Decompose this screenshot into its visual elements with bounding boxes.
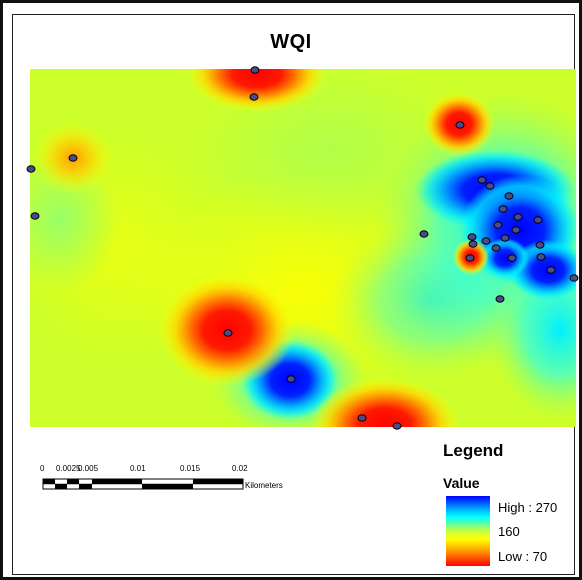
sample-point [500, 234, 510, 242]
scale-bar [42, 478, 244, 490]
sample-point [535, 241, 545, 249]
sample-point [223, 329, 233, 337]
sample-point [504, 192, 514, 200]
scale-tick-label: 0.005 [78, 464, 99, 473]
sample-point [250, 66, 260, 74]
legend-title: Legend [443, 441, 504, 460]
sample-point [495, 295, 505, 303]
sample-point [419, 230, 429, 238]
legend-low-label: Low : 70 [498, 549, 548, 564]
sample-point [392, 422, 402, 430]
sample-point [507, 254, 517, 262]
sample-point [498, 205, 508, 213]
legend-field-label: Value [443, 475, 480, 491]
sample-points [26, 66, 579, 430]
sample-point [569, 274, 579, 282]
sample-point [511, 226, 521, 234]
scale-tick-label: 0.0025 [56, 464, 81, 473]
sample-point [481, 237, 491, 245]
scale-tick-label: 0.01 [130, 464, 146, 473]
interpolation-surface [30, 69, 576, 427]
sample-point [249, 93, 259, 101]
legend-mid-label: 160 [498, 524, 520, 539]
scale-tick-label: 0.02 [232, 464, 248, 473]
sample-point [513, 213, 523, 221]
scale-tick-label: 0.015 [180, 464, 201, 473]
map-title: WQI [270, 31, 312, 53]
sample-point [357, 414, 367, 422]
sample-point [477, 176, 487, 184]
sample-point [465, 254, 475, 262]
scale-tick-label: 0 [40, 464, 45, 473]
sample-point [467, 233, 477, 241]
sample-point [533, 216, 543, 224]
legend-color-ramp [446, 496, 490, 566]
sample-point [26, 165, 36, 173]
sample-point [455, 121, 465, 129]
sample-point [68, 154, 78, 162]
sample-point [491, 244, 501, 252]
sample-point [30, 212, 40, 220]
sample-point [536, 253, 546, 261]
sample-point [493, 221, 503, 229]
sample-point [485, 182, 495, 190]
sample-point [468, 240, 478, 248]
sample-point [286, 375, 296, 383]
legend-high-label: High : 270 [498, 500, 558, 515]
sample-point [546, 266, 556, 274]
scale-unit-label: Kilometers [245, 481, 283, 490]
